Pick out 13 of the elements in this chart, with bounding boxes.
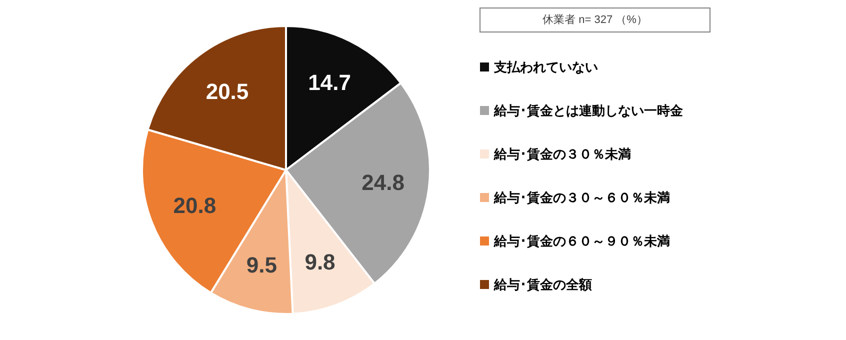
legend-label: 給与･賃金とは連動しない一時金 [493, 103, 684, 118]
legend-label: 支払われていない [493, 60, 598, 74]
legend-label: 給与･賃金の６０～９０％未満 [493, 234, 670, 248]
data-label: 20.8 [173, 192, 216, 218]
legend-label: 給与･賃金の３０％未満 [493, 146, 631, 162]
data-label: 9.8 [304, 249, 336, 274]
data-label: 24.8 [362, 170, 405, 196]
data-label: 14.7 [308, 70, 352, 95]
legend-label: 給与･賃金の全額 [493, 277, 592, 292]
legend-title: 休業者 n= 327 （%） [542, 13, 648, 26]
data-label: 20.5 [206, 79, 249, 104]
legend-label: 給与･賃金の３０～６０％未満 [493, 190, 670, 205]
data-label: 9.5 [246, 252, 277, 278]
